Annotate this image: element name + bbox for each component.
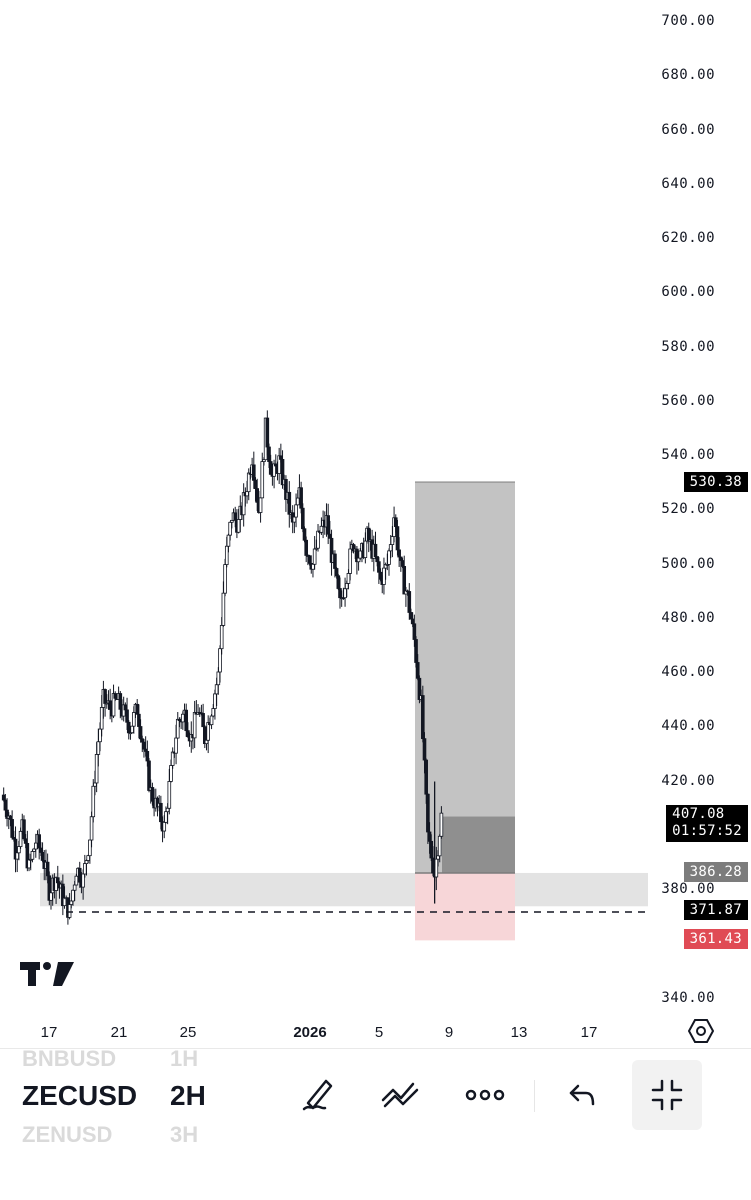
candle — [336, 573, 341, 591]
candle — [382, 557, 386, 595]
current-price: 407.08 — [672, 806, 725, 822]
stop-price-tag: 361.43 — [683, 929, 748, 949]
candle — [192, 700, 197, 749]
target-price-tag: 530.38 — [683, 472, 748, 492]
candle — [343, 577, 347, 607]
candle — [126, 720, 131, 740]
profit-zone — [415, 482, 515, 873]
price-chart[interactable] — [0, 0, 751, 1010]
candle — [201, 703, 205, 728]
candle — [135, 699, 140, 715]
candle — [111, 684, 116, 719]
time-axis-label: 17 — [40, 1024, 58, 1041]
candle — [130, 725, 134, 734]
price-axis-label: 500.00 — [661, 555, 715, 572]
candle — [351, 542, 356, 554]
support-zone — [40, 872, 648, 907]
symbol-prev[interactable]: BNBUSD — [22, 1046, 117, 1071]
candle — [304, 536, 308, 563]
price-axis-label: 480.00 — [661, 609, 715, 626]
dashed-line-price-tag: 371.87 — [683, 900, 748, 920]
toolbar-divider — [534, 1080, 535, 1112]
candle — [40, 842, 45, 863]
time-axis-label: 17 — [580, 1024, 598, 1041]
candle — [373, 531, 378, 560]
price-axis-label: 600.00 — [661, 284, 715, 301]
candle — [316, 523, 320, 552]
candle — [1, 787, 6, 802]
price-axis-label: 440.00 — [661, 718, 715, 735]
symbol-selector[interactable]: ZECUSD — [22, 1080, 138, 1111]
time-axis-label: 2026 — [293, 1024, 327, 1041]
price-axis-label: 460.00 — [661, 664, 715, 680]
collapse-icon[interactable] — [632, 1060, 702, 1130]
bar-countdown: 01:57:52 — [672, 823, 742, 839]
time-axis-label: 13 — [510, 1024, 528, 1041]
candle — [22, 815, 26, 841]
candle — [37, 828, 41, 860]
trend-line-icon[interactable] — [378, 1072, 424, 1118]
candle — [83, 854, 87, 878]
loss-zone — [415, 872, 515, 941]
candle — [258, 497, 263, 523]
candle — [439, 806, 444, 839]
price-axis-label: 700.00 — [661, 13, 715, 29]
brush-icon[interactable] — [295, 1072, 341, 1118]
price-axis-label: 620.00 — [661, 230, 715, 246]
candle — [142, 739, 146, 758]
more-icon[interactable] — [462, 1072, 508, 1118]
price-axis-label: 340.00 — [661, 989, 715, 1006]
candle — [311, 563, 315, 578]
candle — [197, 707, 202, 717]
price-axis-label: 560.00 — [661, 392, 715, 409]
candle — [273, 454, 278, 467]
candle — [13, 826, 18, 873]
candle — [170, 747, 175, 769]
time-axis-label: 21 — [110, 1024, 128, 1041]
candle — [277, 447, 281, 484]
candle — [241, 483, 246, 527]
interval-next[interactable]: 3H — [170, 1122, 199, 1147]
settings-icon[interactable] — [687, 1018, 715, 1049]
interval-prev[interactable]: 1H — [170, 1046, 199, 1071]
candle — [202, 725, 207, 749]
candle — [287, 481, 292, 528]
price-axis-label: 640.00 — [661, 175, 715, 192]
interval-selector[interactable]: 2H — [170, 1080, 206, 1111]
price-axis-label: 520.00 — [661, 501, 715, 518]
symbol-next[interactable]: ZENUSD — [22, 1122, 113, 1147]
price-axis-label: 540.00 — [661, 447, 715, 463]
candle — [387, 548, 391, 576]
candle — [366, 522, 371, 553]
price-axis-label: 380.00 — [661, 881, 715, 897]
price-axis-label: 420.00 — [661, 772, 715, 789]
price-axis-label: 680.00 — [661, 67, 715, 84]
candle — [103, 688, 107, 717]
bottom-toolbar — [0, 1048, 751, 1154]
tradingview-logo-icon — [20, 958, 74, 993]
profit-filled-zone — [442, 816, 515, 873]
candle — [175, 712, 180, 739]
candles-series — [1, 410, 444, 925]
candle — [206, 715, 210, 754]
time-axis-label: 25 — [179, 1024, 197, 1041]
time-axis-label: 5 — [374, 1024, 384, 1041]
entry-price-tag: 386.28 — [683, 862, 748, 882]
current-price-tag: 407.08 01:57:52 — [666, 805, 748, 842]
price-axis-label: 580.00 — [661, 338, 715, 355]
price-axis-label: 660.00 — [661, 121, 715, 138]
candle — [10, 810, 14, 840]
undo-icon[interactable] — [560, 1072, 606, 1118]
time-axis-label: 9 — [444, 1024, 454, 1041]
